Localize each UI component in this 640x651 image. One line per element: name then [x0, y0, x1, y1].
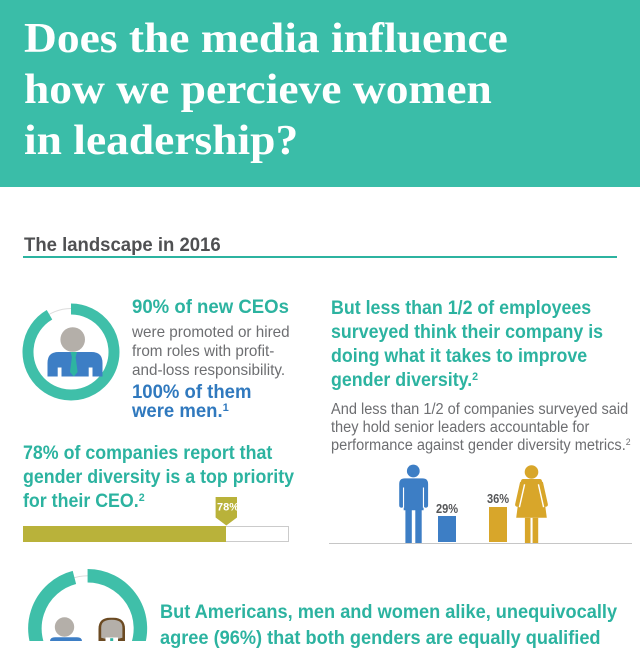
svg-text:78%: 78% [217, 502, 238, 514]
